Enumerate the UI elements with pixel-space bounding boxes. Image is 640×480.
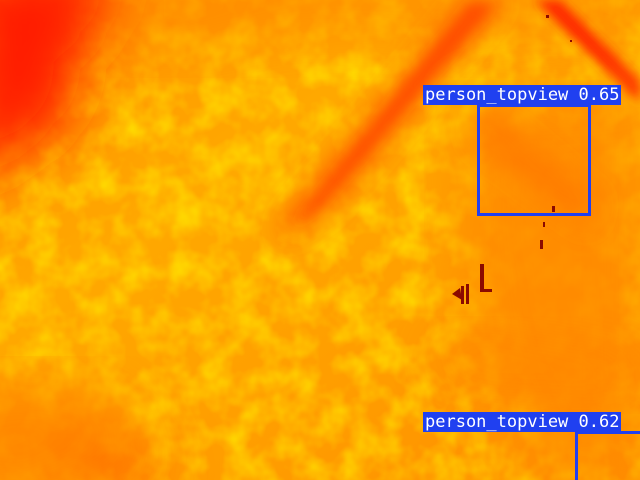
box-area-shading	[470, 100, 600, 230]
diagonal-warm-streak-core	[295, 5, 492, 225]
lower-warm-edge	[430, 330, 640, 400]
detection-box-2	[575, 431, 640, 480]
hotspot-cluster	[452, 15, 572, 304]
top-right-red-streak	[535, 0, 640, 105]
detection-box-1	[477, 104, 591, 216]
warm-top-band	[113, 0, 640, 60]
bottom-left-warm	[0, 380, 170, 480]
detection-label-2: person_topview 0.62	[423, 412, 622, 432]
detection-label-1: person_topview 0.65	[423, 85, 622, 105]
hot-region-top-left	[0, 0, 117, 164]
